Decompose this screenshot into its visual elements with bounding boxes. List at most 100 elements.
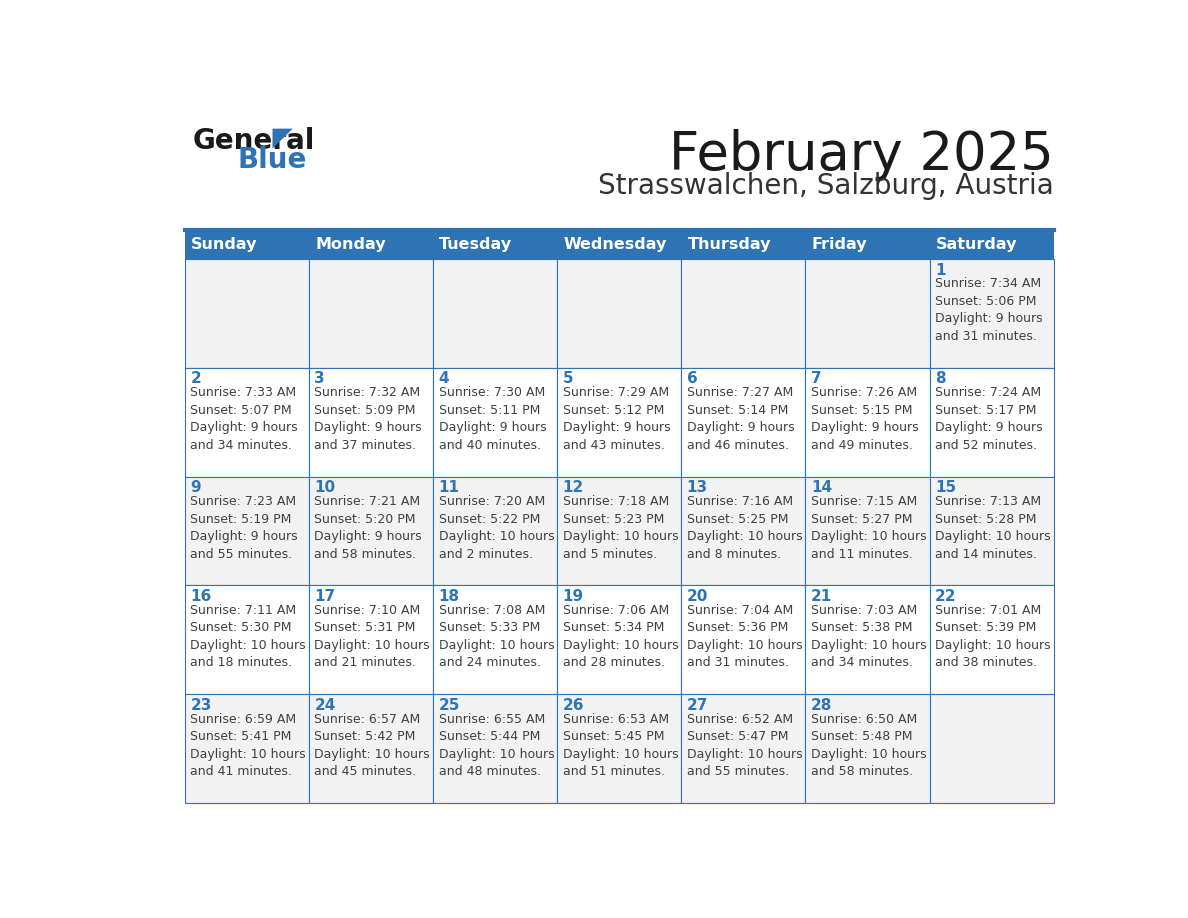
Text: 11: 11 <box>438 480 460 496</box>
Text: Sunrise: 6:57 AM
Sunset: 5:42 PM
Daylight: 10 hours
and 45 minutes.: Sunrise: 6:57 AM Sunset: 5:42 PM Dayligh… <box>315 712 430 778</box>
Text: 17: 17 <box>315 589 335 604</box>
Text: Sunrise: 7:30 AM
Sunset: 5:11 PM
Daylight: 9 hours
and 40 minutes.: Sunrise: 7:30 AM Sunset: 5:11 PM Dayligh… <box>438 386 546 452</box>
Text: Sunrise: 7:32 AM
Sunset: 5:09 PM
Daylight: 9 hours
and 37 minutes.: Sunrise: 7:32 AM Sunset: 5:09 PM Dayligh… <box>315 386 422 452</box>
Text: Strasswalchen, Salzburg, Austria: Strasswalchen, Salzburg, Austria <box>598 172 1054 200</box>
Text: Sunrise: 7:01 AM
Sunset: 5:39 PM
Daylight: 10 hours
and 38 minutes.: Sunrise: 7:01 AM Sunset: 5:39 PM Dayligh… <box>935 604 1050 669</box>
Text: 22: 22 <box>935 589 956 604</box>
Text: Sunrise: 7:27 AM
Sunset: 5:14 PM
Daylight: 9 hours
and 46 minutes.: Sunrise: 7:27 AM Sunset: 5:14 PM Dayligh… <box>687 386 795 452</box>
Text: 5: 5 <box>563 372 574 386</box>
Text: 18: 18 <box>438 589 460 604</box>
Bar <box>805 586 929 694</box>
Text: 1: 1 <box>935 263 946 277</box>
Bar <box>682 230 805 259</box>
Bar <box>557 476 682 586</box>
Text: 2: 2 <box>190 372 201 386</box>
Text: February 2025: February 2025 <box>669 129 1054 182</box>
Bar <box>185 367 309 476</box>
Bar <box>309 476 434 586</box>
Text: 6: 6 <box>687 372 697 386</box>
Bar <box>929 694 1054 803</box>
Text: 25: 25 <box>438 698 460 713</box>
Bar <box>434 694 557 803</box>
Bar <box>185 694 309 803</box>
Bar <box>682 694 805 803</box>
Text: Sunrise: 7:24 AM
Sunset: 5:17 PM
Daylight: 9 hours
and 52 minutes.: Sunrise: 7:24 AM Sunset: 5:17 PM Dayligh… <box>935 386 1043 452</box>
Bar <box>434 476 557 586</box>
Text: 13: 13 <box>687 480 708 496</box>
Text: 3: 3 <box>315 372 326 386</box>
Text: 19: 19 <box>563 589 583 604</box>
Text: Sunrise: 7:06 AM
Sunset: 5:34 PM
Daylight: 10 hours
and 28 minutes.: Sunrise: 7:06 AM Sunset: 5:34 PM Dayligh… <box>563 604 678 669</box>
Bar <box>682 476 805 586</box>
Bar <box>434 230 557 259</box>
Text: 7: 7 <box>811 372 822 386</box>
Text: 26: 26 <box>563 698 584 713</box>
Text: Sunrise: 7:13 AM
Sunset: 5:28 PM
Daylight: 10 hours
and 14 minutes.: Sunrise: 7:13 AM Sunset: 5:28 PM Dayligh… <box>935 495 1050 561</box>
Text: Sunday: Sunday <box>191 237 258 252</box>
Bar <box>557 259 682 367</box>
Text: Wednesday: Wednesday <box>563 237 666 252</box>
Text: General: General <box>192 127 315 155</box>
Text: Sunrise: 7:21 AM
Sunset: 5:20 PM
Daylight: 9 hours
and 58 minutes.: Sunrise: 7:21 AM Sunset: 5:20 PM Dayligh… <box>315 495 422 561</box>
Text: Sunrise: 6:52 AM
Sunset: 5:47 PM
Daylight: 10 hours
and 55 minutes.: Sunrise: 6:52 AM Sunset: 5:47 PM Dayligh… <box>687 712 802 778</box>
Text: 20: 20 <box>687 589 708 604</box>
Text: 4: 4 <box>438 372 449 386</box>
Bar <box>309 230 434 259</box>
Text: 10: 10 <box>315 480 335 496</box>
Text: Sunrise: 7:16 AM
Sunset: 5:25 PM
Daylight: 10 hours
and 8 minutes.: Sunrise: 7:16 AM Sunset: 5:25 PM Dayligh… <box>687 495 802 561</box>
Text: Sunrise: 7:08 AM
Sunset: 5:33 PM
Daylight: 10 hours
and 24 minutes.: Sunrise: 7:08 AM Sunset: 5:33 PM Dayligh… <box>438 604 554 669</box>
Text: Sunrise: 7:29 AM
Sunset: 5:12 PM
Daylight: 9 hours
and 43 minutes.: Sunrise: 7:29 AM Sunset: 5:12 PM Dayligh… <box>563 386 670 452</box>
Text: 14: 14 <box>811 480 832 496</box>
Text: 24: 24 <box>315 698 336 713</box>
Text: Sunrise: 7:10 AM
Sunset: 5:31 PM
Daylight: 10 hours
and 21 minutes.: Sunrise: 7:10 AM Sunset: 5:31 PM Dayligh… <box>315 604 430 669</box>
Text: Sunrise: 7:15 AM
Sunset: 5:27 PM
Daylight: 10 hours
and 11 minutes.: Sunrise: 7:15 AM Sunset: 5:27 PM Dayligh… <box>811 495 927 561</box>
Text: 23: 23 <box>190 698 211 713</box>
Text: Sunrise: 6:53 AM
Sunset: 5:45 PM
Daylight: 10 hours
and 51 minutes.: Sunrise: 6:53 AM Sunset: 5:45 PM Dayligh… <box>563 712 678 778</box>
Text: 15: 15 <box>935 480 956 496</box>
Text: 21: 21 <box>811 589 832 604</box>
Text: 9: 9 <box>190 480 201 496</box>
Text: Sunrise: 7:26 AM
Sunset: 5:15 PM
Daylight: 9 hours
and 49 minutes.: Sunrise: 7:26 AM Sunset: 5:15 PM Dayligh… <box>811 386 918 452</box>
Bar <box>309 694 434 803</box>
Bar <box>929 230 1054 259</box>
Text: Sunrise: 7:03 AM
Sunset: 5:38 PM
Daylight: 10 hours
and 34 minutes.: Sunrise: 7:03 AM Sunset: 5:38 PM Dayligh… <box>811 604 927 669</box>
Text: Monday: Monday <box>315 237 386 252</box>
Bar <box>434 586 557 694</box>
Bar <box>309 367 434 476</box>
Bar <box>929 259 1054 367</box>
Bar <box>805 694 929 803</box>
Bar <box>805 476 929 586</box>
Text: Tuesday: Tuesday <box>440 237 512 252</box>
Bar <box>185 476 309 586</box>
Text: Sunrise: 6:50 AM
Sunset: 5:48 PM
Daylight: 10 hours
and 58 minutes.: Sunrise: 6:50 AM Sunset: 5:48 PM Dayligh… <box>811 712 927 778</box>
Bar <box>929 476 1054 586</box>
Text: Friday: Friday <box>811 237 867 252</box>
Bar <box>682 367 805 476</box>
Text: Sunrise: 7:23 AM
Sunset: 5:19 PM
Daylight: 9 hours
and 55 minutes.: Sunrise: 7:23 AM Sunset: 5:19 PM Dayligh… <box>190 495 298 561</box>
Text: 12: 12 <box>563 480 584 496</box>
Bar <box>185 586 309 694</box>
Bar <box>309 259 434 367</box>
Text: Blue: Blue <box>238 146 307 174</box>
Text: Sunrise: 7:34 AM
Sunset: 5:06 PM
Daylight: 9 hours
and 31 minutes.: Sunrise: 7:34 AM Sunset: 5:06 PM Dayligh… <box>935 277 1043 342</box>
Bar <box>434 367 557 476</box>
Text: 27: 27 <box>687 698 708 713</box>
Bar <box>805 367 929 476</box>
Bar <box>557 367 682 476</box>
Bar <box>434 259 557 367</box>
Text: Sunrise: 7:18 AM
Sunset: 5:23 PM
Daylight: 10 hours
and 5 minutes.: Sunrise: 7:18 AM Sunset: 5:23 PM Dayligh… <box>563 495 678 561</box>
Text: Sunrise: 7:04 AM
Sunset: 5:36 PM
Daylight: 10 hours
and 31 minutes.: Sunrise: 7:04 AM Sunset: 5:36 PM Dayligh… <box>687 604 802 669</box>
Bar <box>557 694 682 803</box>
Bar <box>682 259 805 367</box>
Text: Sunrise: 7:20 AM
Sunset: 5:22 PM
Daylight: 10 hours
and 2 minutes.: Sunrise: 7:20 AM Sunset: 5:22 PM Dayligh… <box>438 495 554 561</box>
Text: 28: 28 <box>811 698 833 713</box>
Bar <box>929 586 1054 694</box>
Bar <box>557 586 682 694</box>
Text: Thursday: Thursday <box>688 237 771 252</box>
Text: Saturday: Saturday <box>936 237 1017 252</box>
Bar <box>929 367 1054 476</box>
Bar <box>309 586 434 694</box>
Text: Sunrise: 7:11 AM
Sunset: 5:30 PM
Daylight: 10 hours
and 18 minutes.: Sunrise: 7:11 AM Sunset: 5:30 PM Dayligh… <box>190 604 307 669</box>
Text: Sunrise: 7:33 AM
Sunset: 5:07 PM
Daylight: 9 hours
and 34 minutes.: Sunrise: 7:33 AM Sunset: 5:07 PM Dayligh… <box>190 386 298 452</box>
Text: Sunrise: 6:59 AM
Sunset: 5:41 PM
Daylight: 10 hours
and 41 minutes.: Sunrise: 6:59 AM Sunset: 5:41 PM Dayligh… <box>190 712 307 778</box>
